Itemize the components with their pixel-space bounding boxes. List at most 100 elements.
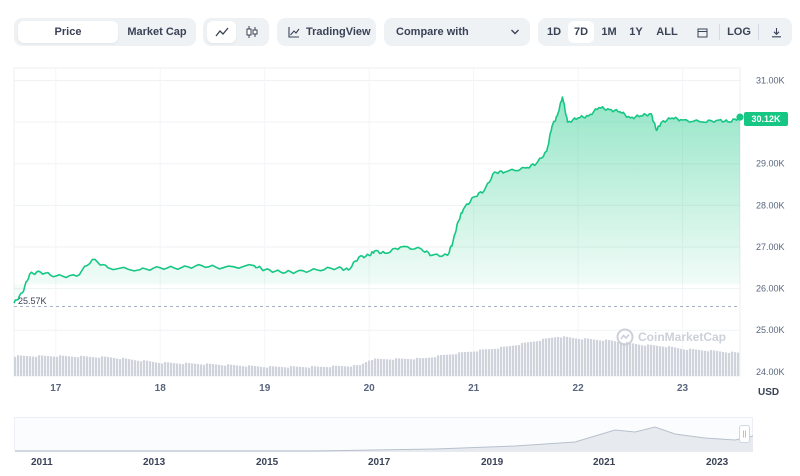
volume-bar (428, 357, 431, 376)
x-tick-label: 18 (155, 383, 167, 394)
range-1m[interactable]: 1M (601, 26, 617, 38)
chart-type-toggle (203, 18, 269, 46)
volume-bar (299, 366, 302, 376)
volume-bar (263, 367, 266, 376)
volume-bar (134, 360, 137, 376)
x-tick-label: 22 (573, 383, 585, 394)
volume-bar (35, 356, 38, 376)
volume-bars (14, 336, 740, 376)
coinmarketcap-logo-icon (616, 328, 634, 346)
y-tick-label: 24.00K (756, 367, 785, 377)
volume-bar (737, 352, 740, 376)
price-chart[interactable]: 31.00K30.00K29.00K28.00K27.00K26.00K25.0… (0, 60, 800, 460)
volume-bar (23, 355, 26, 376)
volume-bar (716, 350, 719, 376)
volume-bar (53, 356, 56, 376)
volume-bar (389, 359, 392, 376)
volume-bar (179, 363, 182, 376)
volume-bar (80, 355, 83, 376)
volume-bar (227, 364, 230, 376)
candlestick-icon[interactable] (237, 21, 266, 43)
range-1y[interactable]: 1Y (629, 26, 643, 38)
volume-bar (83, 356, 86, 376)
volume-bar (455, 354, 458, 376)
volume-bar (488, 349, 491, 376)
volume-bar (251, 365, 254, 376)
volume-bar (536, 341, 539, 376)
volume-bar (140, 361, 143, 376)
volume-bar (638, 344, 641, 376)
range-7d[interactable]: 7D (568, 21, 594, 43)
price-tab[interactable]: Price (18, 21, 118, 43)
volume-bar (248, 365, 251, 376)
volume-bar (518, 345, 521, 376)
volume-bar (14, 356, 17, 376)
volume-bar (356, 365, 359, 376)
volume-bar (644, 345, 647, 376)
volume-bar (71, 356, 74, 376)
log-toggle[interactable]: LOG (727, 26, 751, 38)
volume-bar (506, 346, 509, 376)
download-icon[interactable] (764, 21, 788, 43)
volume-bar (458, 352, 461, 376)
volume-bar (245, 366, 248, 376)
range-1d[interactable]: 1D (546, 26, 562, 38)
navigator-year: 2023 (706, 457, 729, 468)
volume-bar (695, 349, 698, 376)
volume-bar (350, 366, 353, 376)
volume-bar (305, 367, 308, 376)
currency-label: USD (758, 387, 780, 398)
volume-bar (527, 342, 530, 376)
volume-bar (338, 365, 341, 376)
line-chart-icon[interactable] (207, 21, 236, 43)
volume-bar (575, 338, 578, 376)
volume-bar (626, 342, 629, 376)
volume-bar (425, 357, 428, 376)
volume-bar (86, 356, 89, 376)
volume-bar (128, 359, 131, 376)
volume-bar (665, 347, 668, 376)
range-navigator[interactable] (14, 417, 754, 452)
volume-bar (176, 363, 179, 376)
volume-bar (659, 346, 662, 376)
volume-bar (326, 367, 329, 376)
volume-bar (317, 366, 320, 376)
volume-bar (341, 366, 344, 376)
volume-bar (674, 347, 677, 376)
volume-bar (26, 356, 29, 376)
volume-bar (41, 355, 44, 376)
volume-bar (701, 350, 704, 376)
volume-bar (689, 348, 692, 376)
volume-bar (242, 366, 245, 376)
volume-bar (149, 361, 152, 376)
x-axis: 17 18 19 20 21 22 23 (50, 383, 688, 394)
volume-bar (725, 352, 728, 376)
volume-bar (32, 356, 35, 376)
navigator-year: 2015 (256, 457, 279, 468)
volume-bar (254, 366, 257, 376)
range-all[interactable]: ALL (656, 26, 678, 38)
volume-bar (374, 358, 377, 376)
range-selector: 1D 7D 1M 1Y ALL LOG (538, 18, 792, 46)
volume-bar (167, 362, 170, 376)
volume-bar (284, 367, 287, 376)
volume-bar (512, 345, 515, 376)
volume-bar (449, 354, 452, 376)
volume-bar (419, 358, 422, 376)
volume-bar (98, 357, 101, 376)
tradingview-button[interactable]: TradingView (277, 18, 376, 46)
volume-bar (566, 336, 569, 376)
volume-bar (653, 345, 656, 376)
volume-bar (596, 339, 599, 376)
volume-bar (530, 341, 533, 376)
volume-bar (590, 339, 593, 376)
volume-bar (62, 355, 65, 376)
volume-bar (293, 366, 296, 376)
market-cap-tab[interactable]: Market Cap (127, 26, 187, 38)
compare-with-select[interactable]: Compare with (384, 18, 530, 46)
volume-bar (671, 346, 674, 376)
toolbar-divider (758, 24, 759, 40)
calendar-icon[interactable] (690, 21, 714, 43)
volume-bar (56, 356, 59, 376)
navigator-handle[interactable]: || (739, 425, 750, 443)
